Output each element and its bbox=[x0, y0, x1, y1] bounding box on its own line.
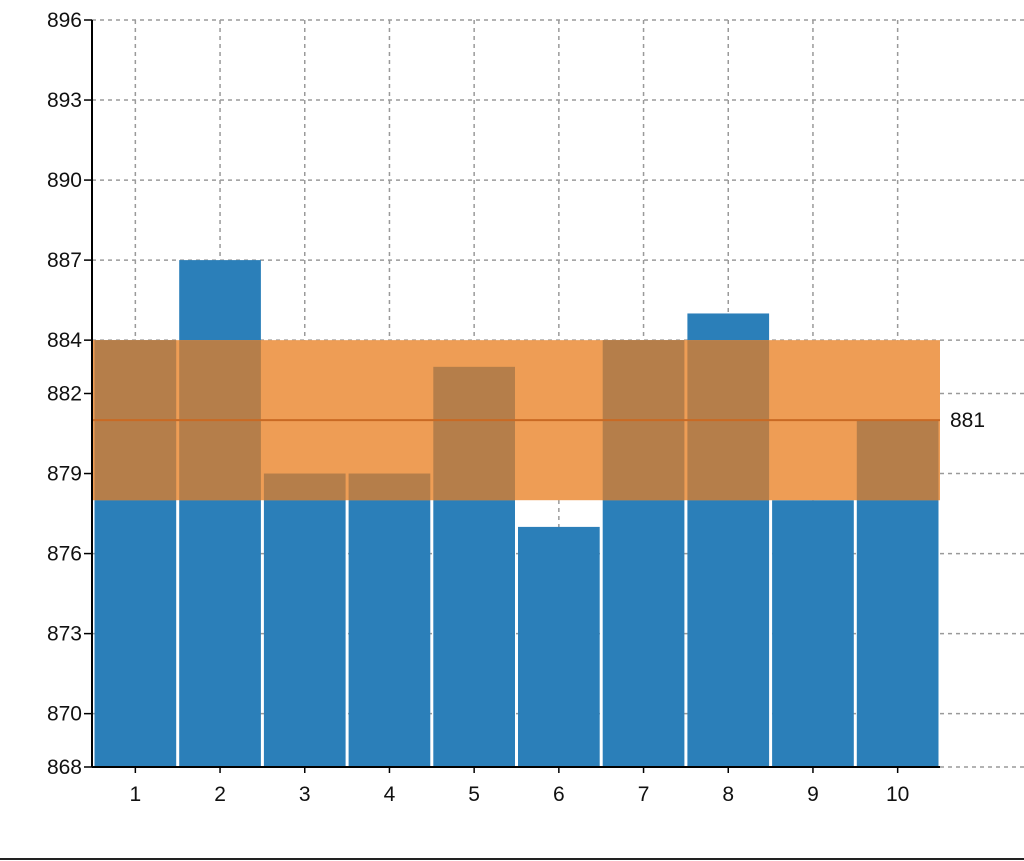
y-tick-label: 884 bbox=[47, 329, 82, 352]
y-tick-label: 873 bbox=[47, 623, 82, 646]
bar-band-overlaps bbox=[92, 340, 940, 501]
x-tick-label: 5 bbox=[468, 783, 480, 806]
bar-band-overlap bbox=[856, 420, 939, 501]
bar bbox=[179, 260, 261, 767]
y-tick-label: 896 bbox=[47, 9, 82, 32]
y-tick-label: 893 bbox=[47, 89, 82, 112]
x-tick-label: 10 bbox=[886, 783, 909, 806]
bar-band-overlap bbox=[263, 473, 346, 501]
x-tick-label: 7 bbox=[638, 783, 650, 806]
x-tick-label: 2 bbox=[214, 783, 226, 806]
x-tick-labels: 1 2 3 4 5 6 7 8 9 10 bbox=[130, 767, 909, 806]
bar-band-overlap bbox=[348, 473, 431, 501]
x-tick-label: 6 bbox=[553, 783, 565, 806]
y-tick-label: 879 bbox=[47, 463, 82, 486]
bars bbox=[94, 260, 939, 767]
y-tick-labels: 868 870 873 876 879 882 884 887 890 893 896 bbox=[47, 9, 92, 779]
y-tick-label: 876 bbox=[47, 543, 82, 566]
x-tick-label: 8 bbox=[722, 783, 734, 806]
bar bbox=[348, 473, 431, 767]
x-tick-label: 3 bbox=[299, 783, 311, 806]
x-tick-label: 9 bbox=[807, 783, 819, 806]
y-tick-label: 887 bbox=[47, 249, 82, 272]
y-tick-label: 868 bbox=[47, 756, 82, 779]
y-tick-label: 870 bbox=[47, 703, 82, 726]
y-tick-label: 890 bbox=[47, 169, 82, 192]
y-tick-label: 882 bbox=[47, 383, 82, 406]
band-center-label: 881 bbox=[950, 409, 985, 432]
bar bbox=[263, 473, 346, 767]
bar bbox=[772, 500, 854, 767]
x-tick-label: 1 bbox=[130, 783, 142, 806]
bar bbox=[518, 526, 600, 767]
bar-band-overlap bbox=[433, 366, 515, 501]
x-tick-label: 4 bbox=[384, 783, 396, 806]
